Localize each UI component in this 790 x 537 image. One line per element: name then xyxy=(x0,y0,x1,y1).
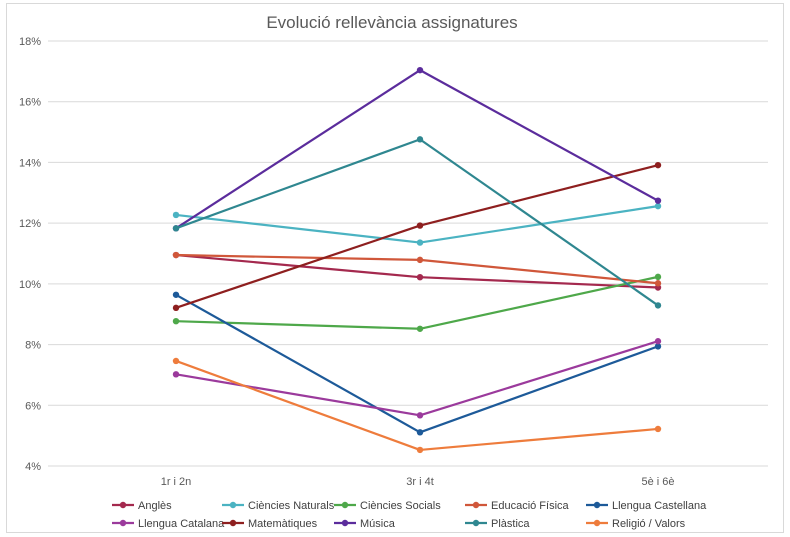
legend-label: Plàstica xyxy=(491,518,530,530)
y-tick-label: 6% xyxy=(25,400,41,412)
data-point xyxy=(172,317,180,325)
legend-label: Llengua Castellana xyxy=(612,500,707,512)
data-point xyxy=(654,338,662,345)
chart-frame xyxy=(6,3,784,533)
series xyxy=(172,338,662,419)
data-point xyxy=(416,136,424,143)
legend-label: Música xyxy=(360,518,396,530)
data-point xyxy=(416,273,424,281)
legend-item: Anglès xyxy=(112,500,172,512)
y-tick-label: 14% xyxy=(19,157,41,169)
data-point xyxy=(416,256,424,264)
series xyxy=(172,357,662,454)
legend-marker xyxy=(341,519,349,527)
chart-title: Evolució rellevància assignatures xyxy=(266,13,517,32)
data-point xyxy=(172,357,180,365)
series xyxy=(172,251,662,287)
series xyxy=(172,291,662,436)
data-point xyxy=(416,412,424,419)
legend-label: Educació Física xyxy=(491,500,570,512)
legend-item: Ciències Socials xyxy=(334,500,441,512)
data-point xyxy=(172,304,180,312)
data-point xyxy=(172,251,180,259)
legend-marker xyxy=(119,519,127,527)
data-point xyxy=(416,446,424,454)
series-line xyxy=(175,69,659,230)
data-point xyxy=(654,161,662,169)
legend-item: Plàstica xyxy=(465,518,530,530)
legend-marker xyxy=(472,501,480,509)
data-point xyxy=(416,66,424,74)
y-axis-ticks: 4% 6% 8% 10% 12% 14% 16% 18% xyxy=(19,36,41,473)
legend-item: Matemàtiques xyxy=(222,518,318,530)
series xyxy=(172,161,662,312)
legend-item: Llengua Catalana xyxy=(112,518,225,530)
legend-marker xyxy=(341,501,349,509)
legend-label: Ciències Socials xyxy=(360,500,441,512)
data-point xyxy=(172,211,180,219)
y-tick-label: 18% xyxy=(19,36,41,48)
y-tick-label: 8% xyxy=(25,340,41,352)
data-point xyxy=(416,429,424,436)
series xyxy=(172,202,662,246)
x-axis-ticks: 1r i 2n 3r i 4t 5è i 6è xyxy=(161,476,675,488)
x-tick-label: 1r i 2n xyxy=(161,476,192,488)
x-tick-label: 3r i 4t xyxy=(406,476,434,488)
legend-marker xyxy=(229,519,237,527)
legend-label: Religió / Valors xyxy=(612,518,686,530)
grid xyxy=(48,40,768,467)
legend-label: Ciències Naturals xyxy=(248,500,335,512)
legend-label: Matemàtiques xyxy=(248,518,318,530)
data-point xyxy=(416,239,424,246)
legend-item: Música xyxy=(334,518,396,530)
series-line xyxy=(175,205,659,244)
series xyxy=(172,66,662,232)
legend: Anglès Ciències Naturals Ciències Socials E… xyxy=(112,500,707,530)
series-line xyxy=(175,340,659,417)
data-point xyxy=(172,225,180,232)
data-point xyxy=(654,197,662,204)
y-tick-label: 4% xyxy=(25,461,41,473)
data-point xyxy=(172,291,180,298)
series xyxy=(172,136,662,309)
legend-label: Anglès xyxy=(138,500,172,512)
data-point xyxy=(654,302,662,309)
legend-item: Llengua Castellana xyxy=(586,500,707,512)
series-line xyxy=(175,164,659,309)
series xyxy=(172,273,662,332)
legend-marker xyxy=(119,501,127,509)
data-point xyxy=(416,325,424,332)
data-point xyxy=(654,343,662,350)
legend-marker xyxy=(593,519,601,527)
data-point xyxy=(654,425,662,433)
legend-label: Llengua Catalana xyxy=(138,518,225,530)
series-lines xyxy=(172,66,662,454)
y-tick-label: 16% xyxy=(19,97,41,109)
data-point xyxy=(172,371,180,378)
data-point xyxy=(654,280,662,287)
data-point xyxy=(416,222,424,229)
legend-item: Ciències Naturals xyxy=(222,500,335,512)
legend-item: Religió / Valors xyxy=(586,518,686,530)
legend-marker xyxy=(472,519,480,527)
y-tick-label: 10% xyxy=(19,279,41,291)
y-tick-label: 12% xyxy=(19,218,41,230)
legend-marker xyxy=(229,501,237,509)
legend-marker xyxy=(593,501,601,509)
data-point xyxy=(654,273,662,281)
data-point xyxy=(654,202,662,210)
x-tick-label: 5è i 6è xyxy=(641,476,674,488)
legend-item: Educació Física xyxy=(465,500,570,512)
